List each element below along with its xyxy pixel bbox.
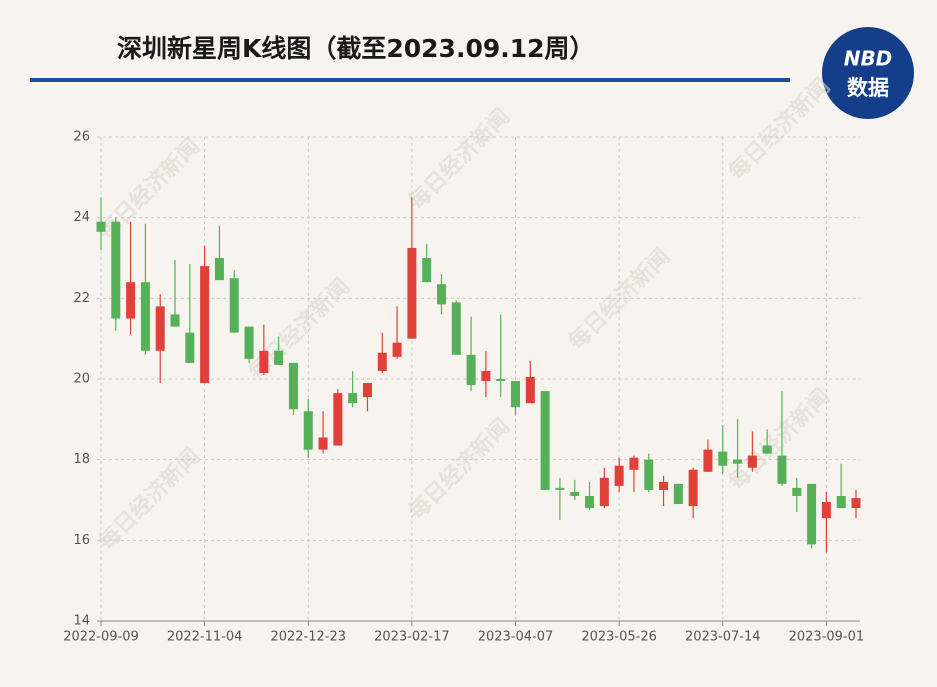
candle-body [851,497,861,509]
candle-body [244,326,254,359]
watermark: 每日经济新闻 [403,103,515,215]
candle-body [659,481,669,490]
y-tick-label: 16 [73,533,90,548]
candle-body [362,383,372,398]
candle-body [170,314,180,327]
candle-body [303,411,313,450]
candle-body [318,437,328,450]
candle-body [422,258,432,283]
candle-body [525,376,535,404]
x-tick-label: 2022-12-23 [270,630,346,645]
title-rule [30,78,790,82]
candle-body [481,370,491,382]
x-tick-label: 2023-04-07 [478,630,554,645]
candle-body [451,302,461,355]
candle-body [807,483,817,545]
candle-body [673,483,683,505]
x-tick-label: 2023-07-14 [685,630,761,645]
candle-body [570,491,580,496]
candle-body [466,354,476,386]
candle-body [762,445,772,454]
logo-top: NBD [844,47,893,71]
logo [822,27,914,119]
candle-body [585,495,595,509]
watermark: 每日经济新闻 [403,413,515,525]
candle-body [821,502,831,519]
candle-body [614,465,624,486]
candle-body [836,495,846,509]
candle-body [259,350,269,373]
candle-body [288,362,298,410]
candle-body [200,266,210,384]
candle-body [703,449,713,472]
y-tick-label: 24 [73,210,90,225]
candle-body [792,487,802,496]
candle-body [348,393,358,404]
y-tick-label: 14 [73,614,90,629]
x-tick-label: 2023-05-26 [581,630,657,645]
candle-body [511,381,521,408]
candle-body [777,455,787,484]
y-tick-label: 22 [73,291,90,306]
y-tick-label: 18 [73,452,90,467]
candle-body [185,332,195,363]
candle-body [155,306,165,351]
candle-body [599,477,609,507]
candle-body [229,278,239,333]
chart-title: 深圳新星周K线图（截至2023.09.12周） [117,34,595,63]
candle-body [126,282,136,319]
candle-body [555,487,565,490]
x-tick-label: 2023-02-17 [374,630,450,645]
logo-bottom: 数据 [847,76,889,100]
candle-body [540,391,550,490]
x-tick-label: 2022-11-04 [167,630,243,645]
candle-body [718,451,728,466]
y-tick-label: 26 [73,130,90,145]
y-tick-label: 20 [73,372,90,387]
candle-body [214,258,224,281]
x-tick-label: 2022-09-09 [63,630,139,645]
candle-body [644,459,654,490]
candle-body [333,393,343,446]
candle-body [140,282,150,351]
watermark: 每日经济新闻 [93,133,205,245]
watermark: 每日经济新闻 [723,73,835,185]
candle-body [629,457,639,470]
watermark: 每日经济新闻 [93,443,205,555]
candle-body [111,221,121,319]
candle-body [96,221,106,232]
candle-body [747,455,757,468]
candle-body [496,379,506,382]
candle-body [377,352,387,371]
candle-body [436,284,446,305]
candle-body [392,342,402,357]
candle-body [407,247,417,339]
x-tick-label: 2023-09-01 [789,630,865,645]
candle-body [688,469,698,507]
candle-body [733,459,743,464]
candle-body [274,350,284,365]
